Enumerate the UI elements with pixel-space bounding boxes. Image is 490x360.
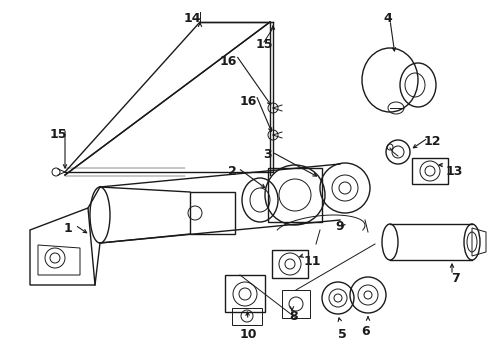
Text: 15: 15	[255, 38, 273, 51]
Text: 6: 6	[362, 325, 370, 338]
Text: 3: 3	[263, 148, 271, 161]
Text: 2: 2	[228, 165, 236, 178]
Text: 9: 9	[336, 220, 344, 233]
Text: 11: 11	[303, 255, 321, 268]
Text: 14: 14	[183, 12, 201, 25]
Text: 13: 13	[445, 165, 463, 178]
Bar	[190, 192, 235, 234]
Text: 7: 7	[451, 272, 459, 285]
Text: 8: 8	[290, 310, 298, 323]
Text: 1: 1	[64, 222, 73, 235]
Bar	[268, 168, 322, 222]
Text: 4: 4	[384, 12, 392, 25]
Text: 5: 5	[338, 328, 346, 341]
Bar	[412, 158, 448, 184]
Text: 10: 10	[239, 328, 257, 341]
Text: 12: 12	[423, 135, 441, 148]
Text: 16: 16	[239, 95, 257, 108]
Text: 15: 15	[49, 128, 67, 141]
Text: 16: 16	[220, 55, 237, 68]
